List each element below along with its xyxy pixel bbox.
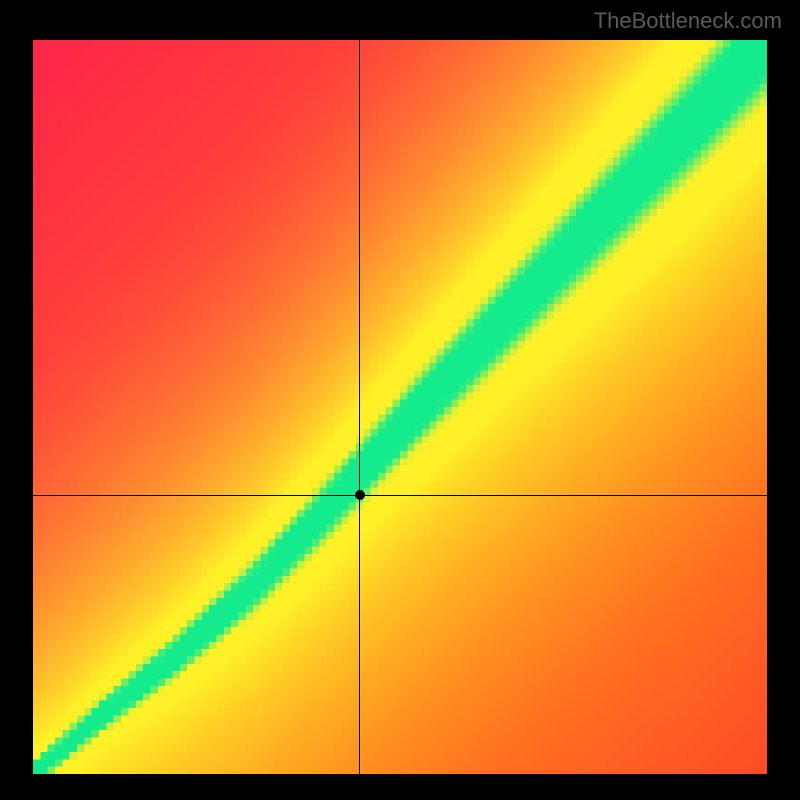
crosshair-horizontal [33, 495, 767, 496]
crosshair-dot [355, 490, 365, 500]
bottleneck-heatmap [33, 40, 767, 774]
crosshair-vertical [359, 40, 360, 774]
watermark-text: TheBottleneck.com [594, 8, 782, 34]
